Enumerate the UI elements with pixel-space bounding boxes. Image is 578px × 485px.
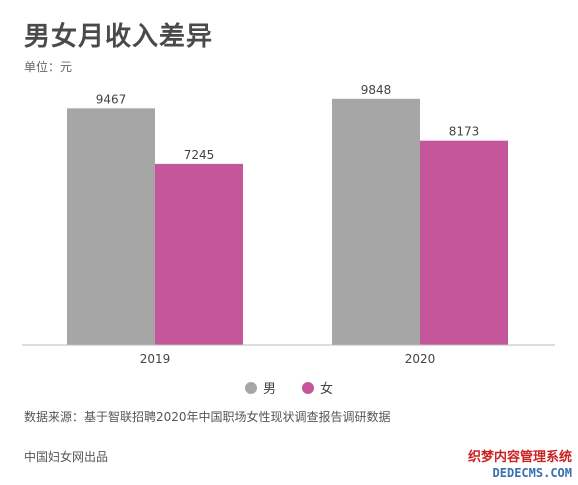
legend-item-male: 男 (244, 378, 276, 397)
x-tick-label-2020: 2020 (405, 352, 436, 366)
legend-male-label: 男 (262, 382, 276, 397)
data-label-female-2019: 7245 (184, 148, 215, 162)
unit-label: 单位：元 (24, 60, 73, 74)
legend-male-swatch (244, 381, 257, 394)
legend-female-label: 女 (320, 382, 334, 397)
chart-title: 男女月收入差异 (24, 22, 214, 52)
bar-male-2020 (332, 98, 420, 345)
bar-female-2019 (155, 163, 243, 345)
watermark-logo: 织梦内容管理系统 DEDECMS.COM (468, 450, 572, 481)
legend-female-swatch (302, 381, 314, 394)
bar-chart: 9467 7245 2019 9848 8173 2020 (22, 83, 555, 366)
watermark-line2: DEDECMS.COM (492, 466, 572, 480)
data-source-note: 数据来源：基于智联招聘2020年中国职场女性现状调查报告调研数据 (24, 410, 391, 424)
watermark-line1: 织梦内容管理系统 (467, 449, 572, 465)
x-tick-label-2019: 2019 (140, 352, 171, 366)
data-label-male-2020: 9848 (361, 83, 392, 97)
legend: 男 女 (0, 378, 578, 397)
data-label-female-2020: 8173 (449, 125, 480, 139)
bar-female-2020 (420, 140, 508, 345)
data-label-male-2019: 9467 (96, 92, 127, 106)
legend-item-female: 女 (302, 378, 333, 397)
producer-credit: 中国妇女网出品 (24, 450, 109, 464)
bar-male-2019 (67, 108, 155, 345)
